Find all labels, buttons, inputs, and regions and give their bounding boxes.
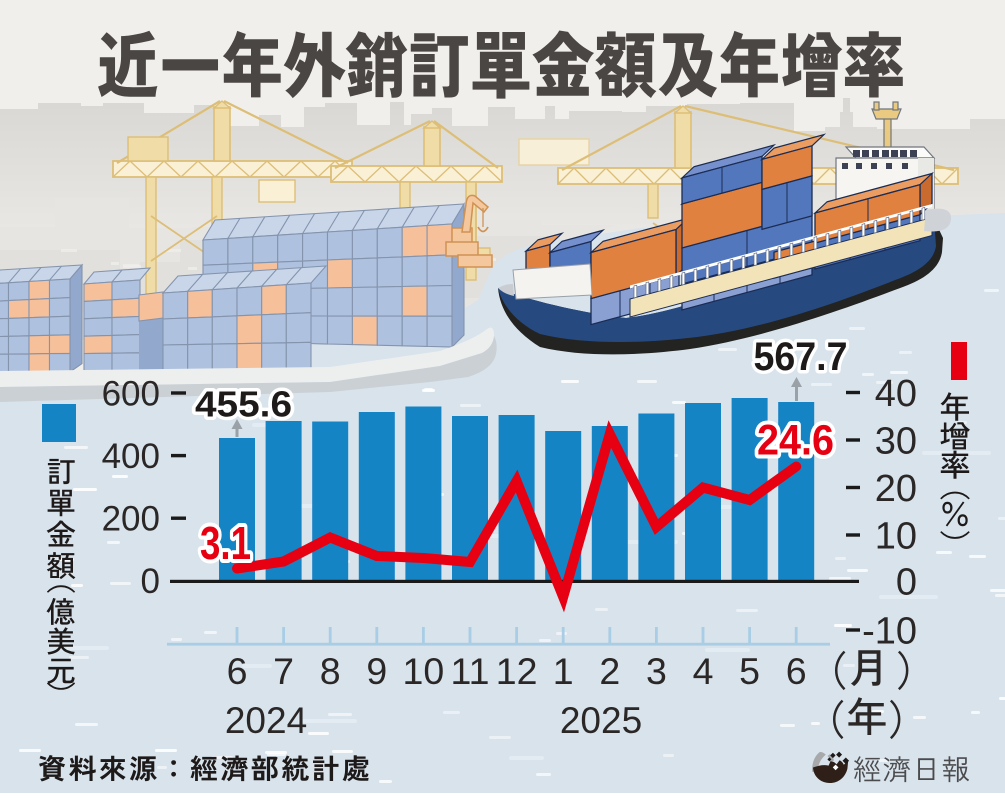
svg-text:6: 6 [786, 650, 807, 692]
svg-text:20: 20 [875, 468, 917, 510]
svg-text:455.6: 455.6 [195, 384, 292, 425]
svg-text:2024: 2024 [225, 700, 307, 741]
svg-text:10: 10 [875, 516, 917, 558]
svg-text:6: 6 [227, 650, 248, 692]
svg-text:5: 5 [739, 650, 760, 692]
svg-text:3.1: 3.1 [200, 517, 251, 569]
svg-text:24.6: 24.6 [757, 417, 834, 465]
svg-text:7: 7 [273, 650, 294, 692]
svg-text:0: 0 [141, 562, 160, 601]
svg-text:1: 1 [553, 650, 574, 692]
svg-text:40: 40 [875, 373, 917, 415]
svg-text:400: 400 [102, 437, 160, 476]
svg-text:4: 4 [693, 650, 714, 692]
svg-text:2: 2 [599, 650, 620, 692]
svg-text:0: 0 [896, 562, 917, 604]
svg-text:12: 12 [496, 650, 538, 692]
svg-text:9: 9 [366, 650, 387, 692]
svg-text:3: 3 [646, 650, 667, 692]
svg-text:24.6: 24.6 [757, 417, 834, 465]
svg-text:-10: -10 [862, 611, 917, 653]
svg-text:2025: 2025 [560, 700, 642, 741]
svg-text:567.7: 567.7 [754, 335, 848, 379]
svg-text:8: 8 [320, 650, 341, 692]
svg-text:455.6: 455.6 [195, 384, 292, 425]
svg-text:600: 600 [102, 374, 160, 413]
svg-text:200: 200 [102, 500, 160, 539]
svg-text:30: 30 [875, 421, 917, 463]
svg-text:11: 11 [451, 650, 490, 692]
svg-text:567.7: 567.7 [754, 335, 848, 379]
svg-text:10: 10 [403, 650, 445, 692]
svg-text:3.1: 3.1 [200, 517, 251, 569]
